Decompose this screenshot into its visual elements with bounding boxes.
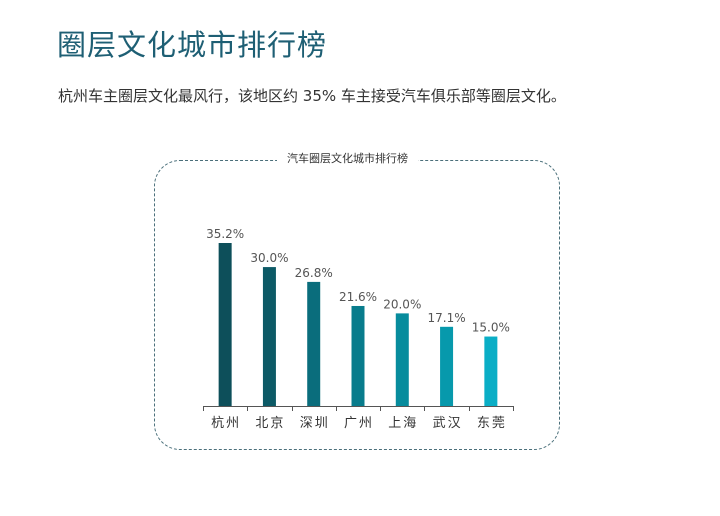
x-tick-label: 深圳 — [300, 416, 330, 431]
x-axis: 杭州 北京 深圳 广州 上海 武汉 东莞 — [203, 406, 514, 431]
bar-value-label: 17.1% — [428, 311, 466, 325]
x-tick-label: 东莞 — [477, 416, 507, 431]
x-tick-label: 北京 — [255, 416, 285, 431]
bar-value-label: 21.6% — [339, 290, 377, 304]
x-tick-label: 广州 — [344, 416, 374, 431]
x-tick-label: 武汉 — [433, 416, 463, 431]
x-tick-label: 上海 — [388, 416, 418, 431]
summary-text: 杭州车主圈层文化最风行，该地区约 35% 车主接受汽车俱乐部等圈层文化。 — [58, 87, 566, 105]
bar — [440, 326, 454, 406]
bar-value-label: 30.0% — [250, 251, 288, 265]
bar-value-label: 15.0% — [472, 321, 510, 335]
chart-title: 汽车圈层文化城市排行榜 — [277, 151, 418, 167]
bar-value-label: 26.8% — [295, 266, 333, 280]
bar — [218, 243, 232, 406]
bar-value-label: 20.0% — [383, 297, 421, 311]
bars-group: 35.2% 30.0% 26.8% 21.6% 20.0% 17.1% 15.0% — [206, 227, 510, 406]
bar-value-label: 35.2% — [206, 227, 244, 241]
bar — [484, 336, 498, 406]
bar — [262, 267, 276, 406]
bar — [307, 281, 321, 406]
x-tick-label: 杭州 — [211, 416, 241, 431]
page-title: 圈层文化城市排行榜 — [57, 28, 328, 62]
bar — [351, 305, 365, 406]
bar — [395, 313, 409, 406]
